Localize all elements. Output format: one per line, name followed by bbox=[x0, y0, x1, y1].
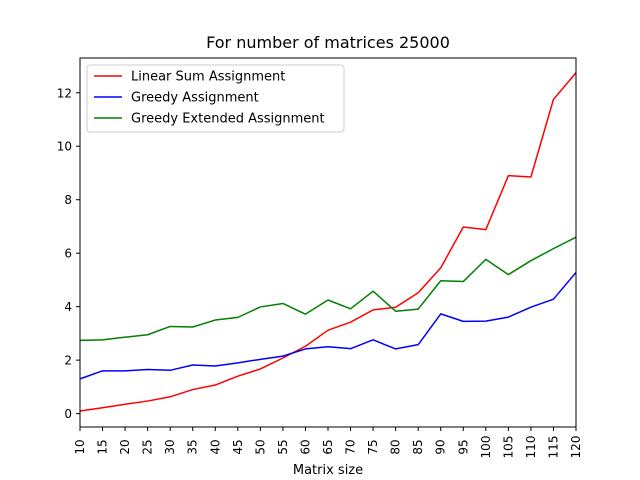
x-tick-label: 10 bbox=[73, 439, 87, 454]
series-line-greedy-extended-assignment bbox=[79, 236, 577, 342]
y-tick-label: 8 bbox=[64, 193, 72, 207]
x-tick-label: 40 bbox=[208, 439, 222, 454]
legend-label: Greedy Assignment bbox=[131, 91, 259, 106]
legend-box bbox=[86, 64, 345, 133]
x-tick-label: 45 bbox=[231, 439, 245, 454]
chart-title: For number of matrices 25000 bbox=[206, 33, 450, 52]
y-axis: 0 2 4 6 8 10 12 bbox=[57, 86, 80, 421]
x-tick-label: 30 bbox=[163, 439, 177, 454]
x-tick-label: 80 bbox=[389, 439, 403, 454]
y-tick-label: 4 bbox=[64, 300, 72, 314]
x-tick-label: 35 bbox=[186, 439, 200, 454]
x-tick-label: 95 bbox=[456, 439, 470, 454]
x-tick-label: 25 bbox=[141, 439, 155, 454]
y-tick-label: 0 bbox=[64, 407, 72, 421]
y-tick-label: 6 bbox=[64, 247, 72, 261]
series-line-greedy-assignment bbox=[79, 271, 577, 380]
legend-label: Greedy Extended Assignment bbox=[131, 112, 325, 127]
x-tick-label: 105 bbox=[501, 436, 515, 459]
x-tick-label: 55 bbox=[276, 439, 290, 454]
x-tick-label: 15 bbox=[96, 439, 110, 454]
x-tick-label: 65 bbox=[321, 439, 335, 454]
y-tick-label: 12 bbox=[57, 86, 72, 100]
x-tick-label: 75 bbox=[366, 439, 380, 454]
x-tick-label: 70 bbox=[344, 439, 358, 454]
x-tick-label: 115 bbox=[546, 436, 560, 459]
x-tick-label: 50 bbox=[253, 439, 267, 454]
x-tick-label: 120 bbox=[569, 436, 583, 459]
x-axis: 10 15 20 25 30 35 40 45 50 55 60 65 70 75 80 85 90 95 100 1… bbox=[73, 427, 583, 458]
x-tick-label: 85 bbox=[411, 439, 425, 454]
x-axis-label: Matrix size bbox=[293, 463, 363, 478]
legend-label: Linear Sum Assignment bbox=[131, 70, 285, 85]
series-line-linear-sum-assignment bbox=[79, 72, 577, 412]
x-tick-label: 90 bbox=[434, 439, 448, 454]
y-tick-label: 10 bbox=[57, 140, 72, 154]
plot-area-frame bbox=[79, 57, 577, 428]
y-tick-label: 2 bbox=[64, 354, 72, 368]
x-tick-label: 100 bbox=[479, 436, 493, 459]
series-layer bbox=[79, 72, 577, 412]
legend: Linear Sum Assignment Greedy Assignment Gr… bbox=[86, 64, 345, 133]
x-tick-label: 60 bbox=[298, 439, 312, 454]
x-tick-label: 20 bbox=[118, 439, 132, 454]
x-tick-label: 110 bbox=[524, 436, 538, 459]
